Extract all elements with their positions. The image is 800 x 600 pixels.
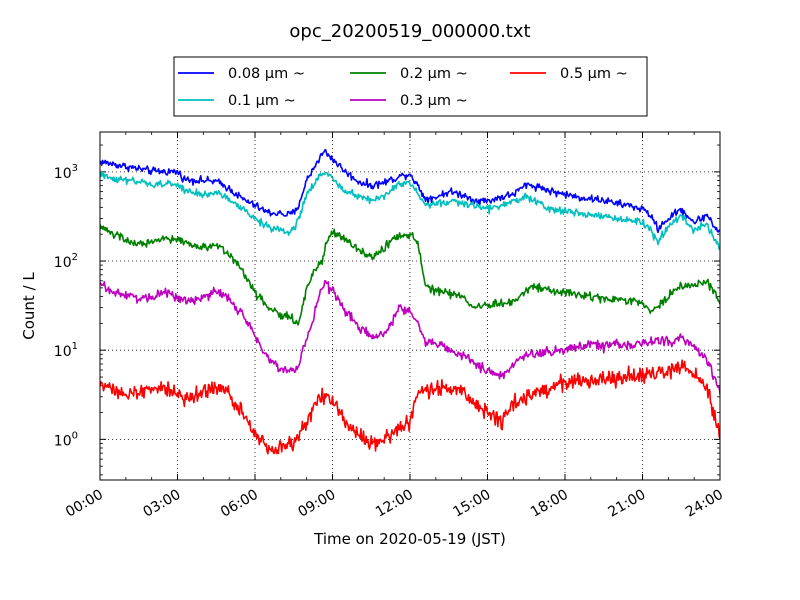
y-tick-exponent: 3 bbox=[72, 163, 78, 174]
y-tick-exponent: 2 bbox=[72, 252, 78, 263]
legend-label: 0.1 μm ~ bbox=[228, 93, 296, 109]
y-tick-base: 10 bbox=[54, 344, 72, 360]
legend-entry: 0.08 μm ~ bbox=[178, 66, 305, 82]
legend-label: 0.08 μm ~ bbox=[228, 66, 305, 82]
y-tick-label: 103 bbox=[54, 163, 78, 182]
y-tick-exponent: 0 bbox=[72, 430, 78, 441]
legend-entry: 0.5 μm ~ bbox=[510, 66, 628, 82]
y-tick-label: 100 bbox=[54, 430, 78, 449]
series-line bbox=[100, 224, 720, 326]
legend-label: 0.3 μm ~ bbox=[400, 93, 468, 109]
legend-label: 0.5 μm ~ bbox=[560, 66, 628, 82]
legend-entry: 0.2 μm ~ bbox=[350, 66, 468, 82]
series-line bbox=[100, 359, 720, 455]
chart-title: opc_20200519_000000.txt bbox=[289, 21, 530, 42]
y-tick-base: 10 bbox=[54, 433, 72, 449]
y-tick-exponent: 1 bbox=[72, 341, 78, 352]
series-line bbox=[100, 280, 720, 395]
legend-entry: 0.3 μm ~ bbox=[350, 93, 468, 109]
series-line bbox=[100, 170, 720, 251]
y-tick-label: 101 bbox=[54, 341, 78, 360]
grid bbox=[100, 132, 720, 480]
y-tick-base: 10 bbox=[54, 166, 72, 182]
legend-label: 0.2 μm ~ bbox=[400, 66, 468, 82]
plot-series bbox=[100, 148, 720, 455]
y-tick-label: 102 bbox=[54, 252, 78, 271]
y-tick-base: 10 bbox=[54, 255, 72, 271]
series-line bbox=[100, 148, 720, 234]
legend-entry: 0.1 μm ~ bbox=[178, 93, 296, 109]
legend-frame bbox=[173, 56, 648, 117]
legend: 0.08 μm ~ 0.1 μm ~ 0.2 μm ~ 0.3 μm ~ 0.5 μm … bbox=[173, 56, 648, 117]
plot-frame bbox=[99, 131, 721, 481]
y-axis-label: Count / L bbox=[20, 272, 38, 340]
x-axis-label: Time on 2020-05-19 (JST) bbox=[313, 530, 506, 548]
